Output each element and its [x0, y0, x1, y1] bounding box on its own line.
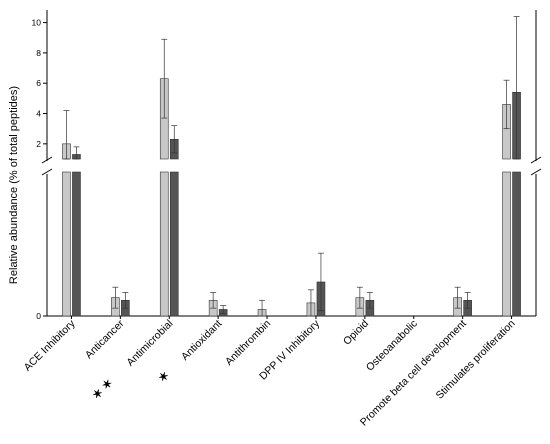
- bar: [502, 171, 511, 317]
- significance-marker: ✶ ✶: [89, 376, 115, 402]
- x-tick-label: Antimicrobial: [124, 318, 175, 369]
- y-tick-label: 0: [36, 311, 41, 321]
- y-axis-label: Relative abundance (% of total peptides): [8, 86, 20, 284]
- significance-marker: ✶: [155, 368, 172, 385]
- y-tick-label: 2: [36, 139, 41, 149]
- bar: [169, 171, 179, 317]
- x-tick-label: ACE Inhibitory: [22, 317, 78, 373]
- x-tick-label: Antioxidant: [179, 318, 224, 363]
- y-tick-label: 10: [32, 18, 42, 28]
- axis-break-mark-left-upper: [41, 156, 53, 164]
- y-tick-label: 8: [36, 48, 41, 58]
- y-tick-label: 4: [36, 109, 41, 119]
- x-tick-label: Opioid: [341, 318, 371, 348]
- x-tick-label: Promote beta cell development: [358, 318, 469, 429]
- x-tick-label: Antithrombin: [223, 318, 273, 368]
- axis-break-mark-right-upper: [530, 156, 542, 164]
- x-tick-label: Anticancer: [83, 317, 127, 361]
- x-tick-label: Stimulates proliferation: [434, 318, 518, 402]
- bar: [512, 171, 521, 317]
- bar: [62, 171, 71, 317]
- bar: [72, 171, 81, 317]
- axis-break-mark-left-lower: [41, 168, 53, 176]
- bar: [159, 171, 169, 317]
- y-tick-label: 6: [36, 78, 41, 88]
- axis-break-mark-right-lower: [530, 168, 542, 176]
